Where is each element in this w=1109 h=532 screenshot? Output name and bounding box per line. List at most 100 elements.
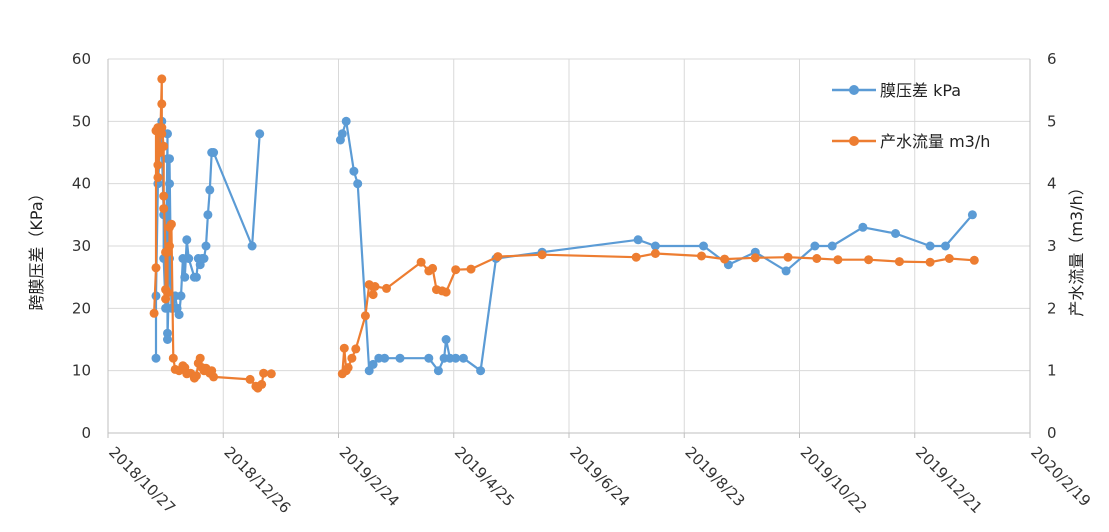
data-point <box>349 166 359 176</box>
data-point <box>180 272 190 282</box>
data-point <box>370 282 380 291</box>
legend-item-pressure: 膜压差 kPa <box>832 81 961 100</box>
legend: 膜压差 kPa 产水流量 m3/h <box>832 81 990 151</box>
data-point <box>451 353 461 363</box>
data-point <box>944 254 954 263</box>
data-point <box>347 353 357 363</box>
data-point <box>159 141 169 151</box>
series <box>149 74 979 393</box>
legend-marker-flow <box>849 136 859 146</box>
data-point <box>163 288 172 298</box>
data-point <box>159 204 169 214</box>
data-point <box>205 185 215 195</box>
data-point <box>864 255 874 265</box>
data-point <box>424 353 434 363</box>
data-point <box>203 210 213 220</box>
data-point <box>184 254 194 263</box>
right-tick-label: 6 <box>1047 50 1057 68</box>
data-point <box>967 210 977 220</box>
data-point <box>165 241 174 251</box>
data-point <box>812 254 822 263</box>
data-point <box>891 229 900 238</box>
legend-marker-pressure <box>849 85 859 95</box>
data-point <box>337 129 347 139</box>
data-point <box>339 343 349 353</box>
data-point <box>266 369 276 379</box>
data-point <box>360 311 370 321</box>
data-point <box>257 379 267 389</box>
data-point <box>259 368 269 378</box>
data-point <box>395 353 405 363</box>
data-point <box>368 290 378 300</box>
data-point <box>631 252 641 262</box>
data-point <box>182 235 192 245</box>
data-point <box>382 283 391 293</box>
data-point <box>433 366 443 376</box>
data-point <box>441 335 451 344</box>
data-point <box>699 241 708 251</box>
data-point <box>195 353 205 363</box>
data-point <box>827 241 837 251</box>
data-point <box>650 241 660 251</box>
left-tick-label: 20 <box>72 299 91 317</box>
x-tick-label: 2019/12/21 <box>912 443 986 517</box>
data-point <box>159 191 169 201</box>
left-tick-label: 50 <box>72 112 91 130</box>
data-point <box>191 371 201 381</box>
x-tick-label: 2019/8/23 <box>681 443 748 510</box>
data-point <box>781 266 791 276</box>
left-y-ticks: 0 10 20 30 40 50 60 <box>72 50 91 442</box>
data-point <box>969 255 979 265</box>
data-point <box>157 123 167 133</box>
data-point <box>343 363 353 373</box>
data-point <box>165 154 174 164</box>
data-point <box>925 257 935 267</box>
data-point <box>476 366 486 376</box>
data-point <box>151 353 161 363</box>
x-tick-label: 2018/12/26 <box>220 443 294 517</box>
data-point <box>441 287 451 297</box>
data-point <box>149 308 159 318</box>
data-point <box>151 263 161 273</box>
data-point <box>925 241 935 251</box>
left-axis-title: 跨膜压差（KPa） <box>27 185 46 310</box>
data-point <box>163 335 172 344</box>
data-point <box>858 222 868 232</box>
data-point <box>416 257 426 267</box>
data-point <box>466 264 476 274</box>
data-point <box>157 74 167 84</box>
data-point <box>168 353 178 363</box>
data-point <box>894 257 904 267</box>
x-tick-label: 2020/2/19 <box>1027 443 1094 510</box>
left-tick-label: 0 <box>81 424 91 442</box>
left-tick-label: 10 <box>72 362 91 380</box>
data-point <box>783 252 793 262</box>
data-point <box>633 235 643 245</box>
grid-lines <box>108 58 1030 433</box>
data-point <box>380 353 390 363</box>
right-tick-label: 2 <box>1047 299 1057 317</box>
data-point <box>153 160 163 170</box>
data-point <box>810 241 820 251</box>
data-point <box>166 219 176 229</box>
data-point <box>650 249 660 258</box>
right-tick-label: 1 <box>1047 362 1057 380</box>
x-tick-label: 2019/2/24 <box>336 443 403 510</box>
data-point <box>428 263 438 273</box>
data-point <box>750 253 760 263</box>
right-y-ticks: 0 1 2 3 4 5 6 <box>1047 50 1057 442</box>
series-flow <box>149 74 979 393</box>
left-tick-label: 60 <box>72 50 91 68</box>
series-line <box>341 252 975 374</box>
x-tick-label: 2019/4/25 <box>451 443 518 510</box>
data-point <box>174 310 184 320</box>
data-point <box>451 265 461 275</box>
right-tick-label: 3 <box>1047 237 1057 255</box>
data-point <box>209 148 219 157</box>
data-point <box>458 353 468 363</box>
data-point <box>247 241 257 251</box>
data-point <box>157 129 167 139</box>
x-tick-label: 2018/10/27 <box>105 443 179 517</box>
data-point <box>191 272 201 282</box>
